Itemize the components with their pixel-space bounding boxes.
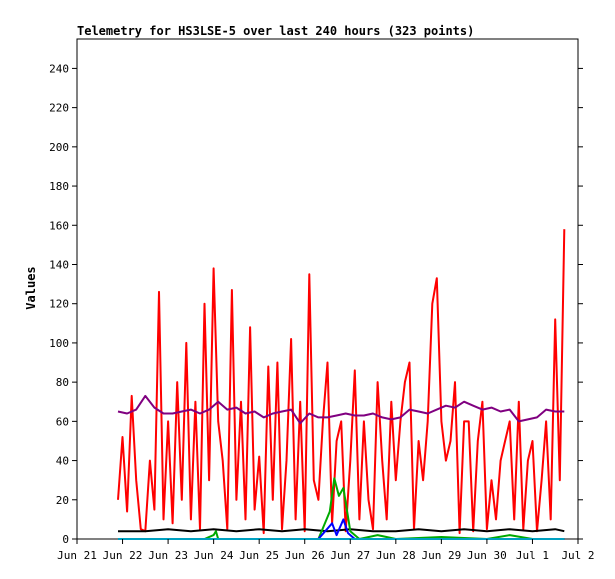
y-tick-label: 200 — [49, 141, 69, 154]
x-tick-label: Jul 1 — [516, 549, 549, 562]
y-tick-label: 100 — [49, 337, 69, 350]
y-tick-label: 160 — [49, 219, 69, 232]
x-tick-label: Jun 22 — [103, 549, 143, 562]
series-layer — [117, 229, 566, 540]
y-axis: 0 20 40 60 80 100 120 140 160 180 200 220 240 — [49, 62, 583, 546]
y-tick-label: 0 — [62, 533, 69, 546]
y-tick-label: 140 — [49, 258, 69, 271]
chart-title: Telemetry for HS3LSE-5 over last 240 hou… — [77, 24, 474, 38]
x-tick-label: Jun 29 — [421, 549, 461, 562]
x-tick-label: Jun 23 — [148, 549, 188, 562]
y-tick-label: 60 — [56, 415, 69, 428]
y-axis-title: Values — [24, 266, 38, 309]
x-tick-label: Jul 2 — [561, 549, 594, 562]
x-tick-label: Jun 28 — [376, 549, 416, 562]
y-tick-label: 20 — [56, 494, 69, 507]
series-line-0 — [117, 229, 566, 535]
y-tick-label: 220 — [49, 102, 69, 115]
x-tick-label: Jun 24 — [194, 549, 234, 562]
x-tick-label: Jun 21 — [57, 549, 97, 562]
series-line-1 — [117, 394, 565, 425]
y-tick-label: 80 — [56, 376, 69, 389]
y-tick-label: 40 — [56, 455, 69, 468]
x-axis: Jun 21 Jun 22 Jun 23 Jun 24 Jun 25 Jun 26 Jun … — [57, 539, 595, 562]
plot-area — [76, 38, 579, 540]
y-tick-label: 120 — [49, 298, 69, 311]
y-tick-label: 180 — [49, 180, 69, 193]
x-tick-label: Jun 25 — [239, 549, 279, 562]
x-tick-label: Jun 30 — [467, 549, 507, 562]
x-tick-label: Jun 26 — [285, 549, 325, 562]
y-tick-label: 240 — [49, 62, 69, 75]
x-tick-label: Jun 27 — [330, 549, 370, 562]
